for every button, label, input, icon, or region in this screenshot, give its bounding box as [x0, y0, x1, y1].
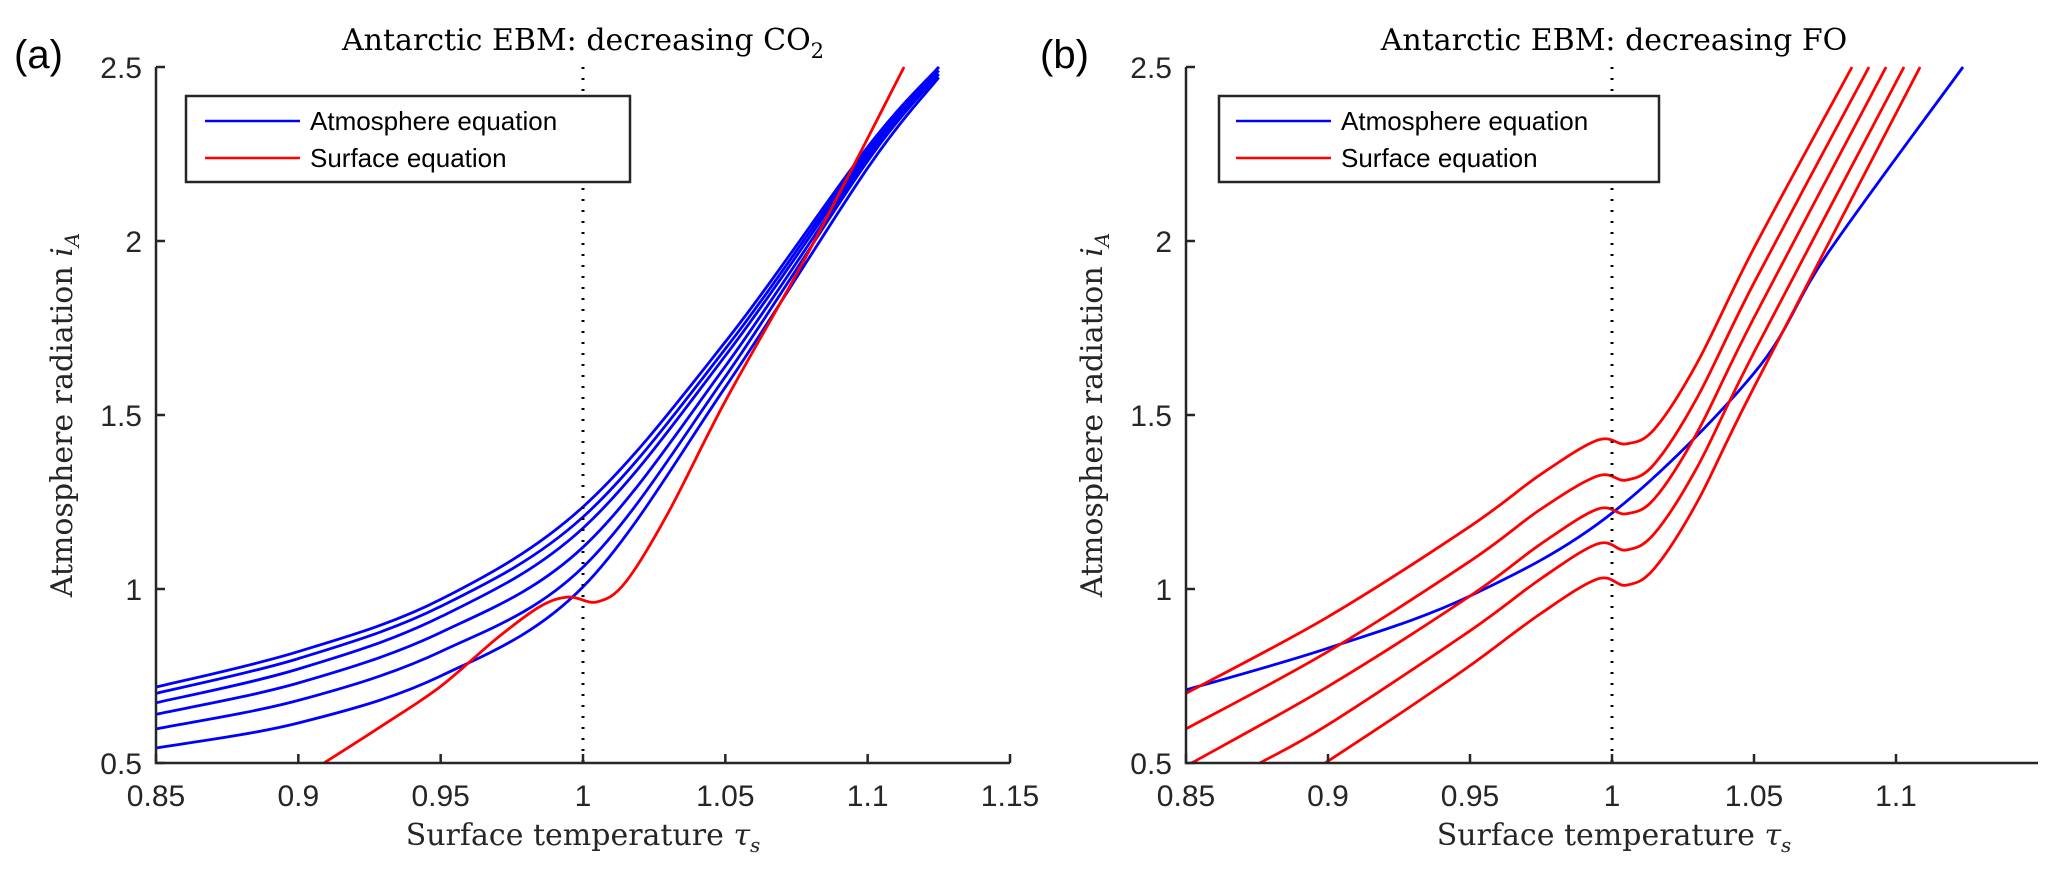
- x-tick-label: 1.05: [696, 780, 754, 813]
- legend: Atmosphere equation Surface equation: [1217, 94, 1661, 184]
- panel-a: (a) Antarctic EBM: decreasing CO2 0.85 0.…: [14, 23, 1039, 857]
- y-tick-label: 1.5: [100, 400, 142, 433]
- x-tick-label: 1.05: [1725, 780, 1783, 813]
- atmosphere-equation-line: [155, 66, 940, 695]
- legend: Atmosphere equation Surface equation: [184, 94, 632, 184]
- y-axis-label: Atmosphere radiation iA: [1075, 233, 1114, 599]
- chart-title: Antarctic EBM: decreasing CO2: [341, 23, 824, 63]
- panel-label: (b): [1040, 33, 1089, 77]
- y-tick-label: 1: [1155, 574, 1172, 607]
- legend-label-surface: Surface equation: [310, 143, 507, 173]
- y-tick-label: 2: [1155, 226, 1172, 259]
- surface-equation-line: [1185, 66, 1854, 695]
- legend-label-atmosphere: Atmosphere equation: [310, 106, 557, 136]
- y-tick-label: 2: [125, 226, 142, 259]
- x-tick-label: 1.15: [981, 780, 1039, 813]
- x-axis-label: Surface temperature τs: [406, 818, 761, 857]
- surface-equation-line: [323, 66, 906, 765]
- series-layer: [1185, 66, 1965, 765]
- y-tick-label: 1: [125, 574, 142, 607]
- series-layer: [155, 66, 940, 765]
- panel-label: (a): [14, 33, 63, 77]
- legend-label-surface: Surface equation: [1341, 143, 1538, 173]
- x-tick-label: 0.9: [277, 780, 319, 813]
- x-tick-label: 1.1: [847, 780, 889, 813]
- x-tick-label: 1: [1604, 780, 1621, 813]
- axes: 0.85 0.9 0.95 1 1.05 1.1 1.15 0.5 1 1.5 2 2.5: [100, 52, 1039, 813]
- atmosphere-equation-line: [155, 66, 940, 705]
- surface-equation-line: [1185, 66, 1871, 731]
- legend-box: [1217, 94, 1661, 184]
- surface-equation-line: [1324, 66, 1922, 765]
- surface-equation-line: [1259, 66, 1906, 765]
- atmosphere-equation-line: [155, 76, 940, 750]
- y-tick-label: 2.5: [100, 52, 142, 85]
- atmosphere-equation-line: [1185, 66, 1965, 692]
- y-tick-label: 0.5: [1130, 748, 1172, 781]
- x-tick-label: 0.9: [1307, 780, 1349, 813]
- axes: 0.85 0.9 0.95 1 1.05 1.1 0.5 1 1.5 2 2.5: [1130, 52, 2038, 813]
- x-tick-label: 0.95: [1441, 780, 1499, 813]
- surface-equation-line: [1191, 66, 1888, 765]
- panel-b: (b) Antarctic EBM: decreasing FO 0.85 0.9…: [1040, 23, 2038, 857]
- x-axis-label: Surface temperature τs: [1437, 818, 1792, 857]
- y-axis-label: Atmosphere radiation iA: [45, 233, 84, 599]
- legend-label-atmosphere: Atmosphere equation: [1341, 106, 1588, 136]
- x-tick-label: 0.95: [411, 780, 469, 813]
- y-tick-label: 1.5: [1130, 400, 1172, 433]
- x-tick-label: 1.1: [1875, 780, 1917, 813]
- y-tick-label: 0.5: [100, 748, 142, 781]
- atmosphere-equation-line: [155, 73, 940, 731]
- x-tick-label: 0.85: [127, 780, 185, 813]
- x-tick-label: 0.85: [1157, 780, 1215, 813]
- x-tick-label: 1: [575, 780, 592, 813]
- chart-title: Antarctic EBM: decreasing FO: [1380, 23, 1848, 58]
- atmosphere-equation-line: [155, 69, 940, 716]
- legend-box: [184, 94, 632, 184]
- y-tick-label: 2.5: [1130, 52, 1172, 85]
